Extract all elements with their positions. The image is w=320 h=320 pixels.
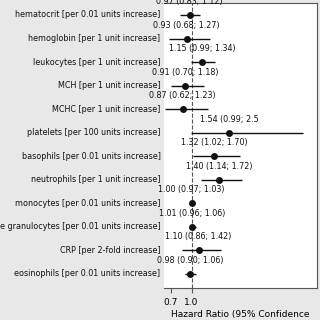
- Text: hematocrit [per 0.01 units increase]: hematocrit [per 0.01 units increase]: [15, 11, 161, 20]
- Text: CRP [per 2-fold increase]: CRP [per 2-fold increase]: [60, 246, 161, 255]
- X-axis label: Hazard Ratio (95% Confidence: Hazard Ratio (95% Confidence: [171, 309, 309, 318]
- Text: 0.98 (0.90; 1.06): 0.98 (0.90; 1.06): [157, 256, 223, 265]
- Text: 1.00 (0.97; 1.03): 1.00 (0.97; 1.03): [158, 185, 225, 194]
- Text: MCH [per 1 unit increase]: MCH [per 1 unit increase]: [58, 81, 161, 90]
- Text: 0.91 (0.70; 1.18): 0.91 (0.70; 1.18): [152, 68, 219, 76]
- Text: platelets [per 100 units increase]: platelets [per 100 units increase]: [27, 128, 161, 137]
- Text: leukocytes [per 1 unit increase]: leukocytes [per 1 unit increase]: [33, 58, 161, 67]
- Text: 0.93 (0.68; 1.27): 0.93 (0.68; 1.27): [154, 20, 220, 29]
- Text: neutrophils [per 1 unit increase]: neutrophils [per 1 unit increase]: [31, 175, 161, 184]
- Text: hemoglobin [per 1 unit increase]: hemoglobin [per 1 unit increase]: [28, 34, 161, 43]
- Text: basophils [per 0.01 units increase]: basophils [per 0.01 units increase]: [22, 152, 161, 161]
- Text: 1.01 (0.96; 1.06): 1.01 (0.96; 1.06): [159, 209, 226, 218]
- Text: 1.10 (0.86; 1.42): 1.10 (0.86; 1.42): [165, 232, 232, 241]
- Text: monocytes [per 0.01 units increase]: monocytes [per 0.01 units increase]: [15, 199, 161, 208]
- Text: eosinophils [per 0.01 units increase]: eosinophils [per 0.01 units increase]: [14, 269, 161, 278]
- Text: 1.40 (1.14; 1.72): 1.40 (1.14; 1.72): [186, 162, 253, 171]
- Text: 1.32 (1.02; 1.70): 1.32 (1.02; 1.70): [180, 138, 247, 147]
- Text: 0.87 (0.62; 1.23): 0.87 (0.62; 1.23): [149, 91, 216, 100]
- Text: 1.54 (0.99; 2.5: 1.54 (0.99; 2.5: [200, 115, 259, 124]
- Text: e granulocytes [per 0.01 units increase]: e granulocytes [per 0.01 units increase]: [0, 222, 161, 231]
- Text: 1.15 (0.99; 1.34): 1.15 (0.99; 1.34): [169, 44, 236, 53]
- Text: MCHC [per 1 unit increase]: MCHC [per 1 unit increase]: [52, 105, 161, 114]
- Text: 0.97 (0.83; 1.12): 0.97 (0.83; 1.12): [156, 0, 223, 6]
